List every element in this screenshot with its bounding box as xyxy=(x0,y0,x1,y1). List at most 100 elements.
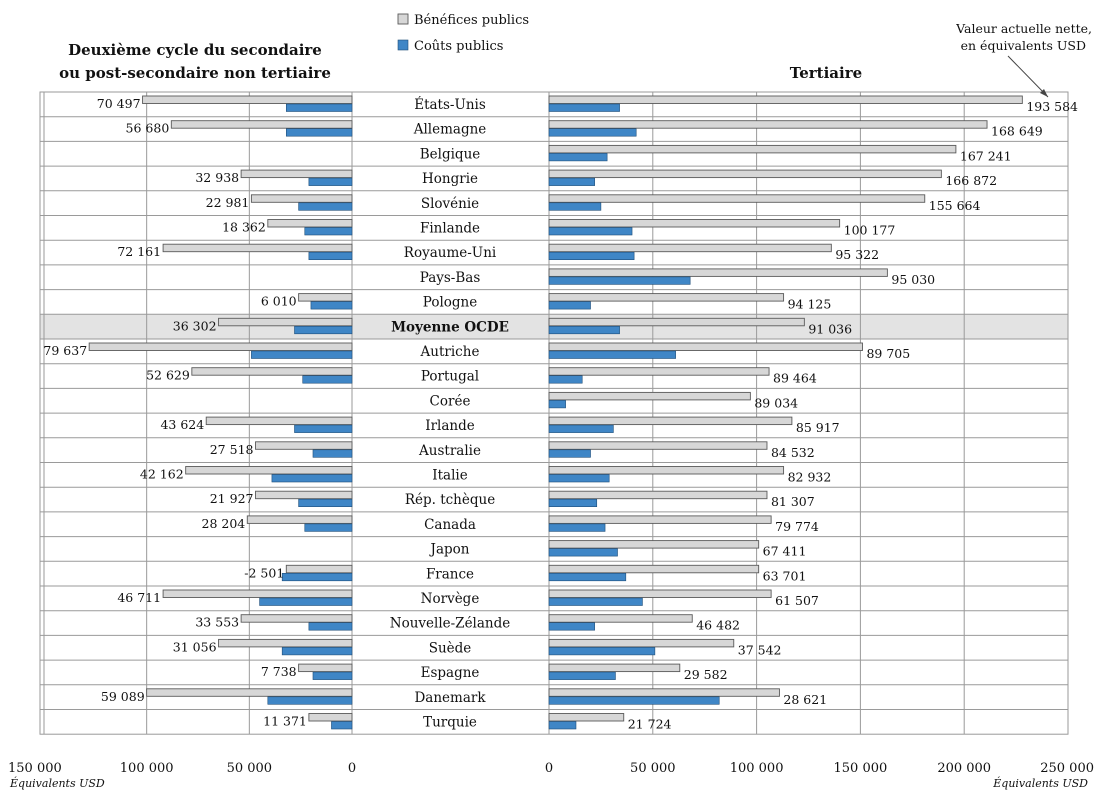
category-label: Espagne xyxy=(421,665,480,681)
right-benefit-bar xyxy=(548,120,988,129)
right-benefit-bar xyxy=(548,293,785,302)
legend-swatch-benefits xyxy=(397,13,409,25)
left-benefit-bar xyxy=(298,293,353,302)
left-cost-bar xyxy=(310,301,353,310)
left-benefit-bar xyxy=(240,614,353,623)
left-net-value-label: 72 161 xyxy=(117,244,161,259)
right-net-value-label: 29 582 xyxy=(684,667,728,682)
category-label: Belgique xyxy=(420,146,481,162)
right-benefit-bar xyxy=(548,219,841,228)
left-cost-bar xyxy=(251,350,353,359)
left-benefit-bar xyxy=(218,317,353,327)
category-label: Japon xyxy=(429,542,470,558)
right-net-value-label: 84 532 xyxy=(771,445,815,460)
right-cost-bar xyxy=(548,301,591,310)
right-net-value-label: 21 724 xyxy=(628,717,672,732)
labels: États-Unis 70 497 193 584 Allemagne 56 680 16… xyxy=(8,96,1094,776)
right-cost-bar xyxy=(548,647,656,656)
category-label: Allemagne xyxy=(413,122,487,138)
left-cost-bar xyxy=(298,498,353,508)
right-benefit-bar xyxy=(548,342,863,351)
left-cost-bar xyxy=(308,622,353,631)
category-label: Suède xyxy=(429,640,472,656)
category-label: Irlande xyxy=(425,418,474,434)
category-label: Italie xyxy=(432,468,467,484)
left-tick-label: 0 xyxy=(348,761,356,776)
left-benefit-bar xyxy=(170,120,353,129)
right-net-value-label: 28 621 xyxy=(783,692,827,707)
right-tick-label: 50 000 xyxy=(630,761,676,776)
left-net-value-label: 46 711 xyxy=(117,590,161,605)
left-net-value-label: 7 738 xyxy=(261,664,297,679)
right-benefit-bar xyxy=(548,243,832,253)
right-benefit-bar xyxy=(548,490,768,500)
left-net-value-label: 43 624 xyxy=(160,417,204,432)
right-benefit-bar xyxy=(548,194,926,203)
right-benefit-bar xyxy=(548,515,772,524)
right-net-value-label: 89 034 xyxy=(754,395,798,410)
right-net-value-label: 85 917 xyxy=(796,420,840,435)
left-cost-bar xyxy=(304,523,353,532)
right-cost-bar xyxy=(548,202,602,211)
right-benefit-bar xyxy=(548,589,772,598)
left-cost-bar xyxy=(271,474,353,483)
left-cost-bar xyxy=(285,103,353,112)
left-benefit-bar xyxy=(205,416,353,426)
category-label: Autriche xyxy=(420,344,480,360)
right-benefit-bar xyxy=(548,713,625,722)
left-cost-bar xyxy=(285,128,353,137)
right-cost-bar xyxy=(548,251,635,260)
left-benefit-bar xyxy=(191,367,353,376)
right-tick-label: 100 000 xyxy=(730,761,784,776)
left-net-value-label: 36 302 xyxy=(173,318,217,333)
left-cost-bar xyxy=(302,375,353,384)
left-benefit-bar xyxy=(285,564,353,574)
right-net-value-label: 167 241 xyxy=(960,148,1012,163)
category-label: Norvège xyxy=(421,591,480,607)
right-net-value-label: 61 507 xyxy=(775,593,819,608)
right-panel-title: Tertiaire xyxy=(790,64,862,82)
right-tick-label: 250 000 xyxy=(1040,761,1094,776)
right-benefit-bar xyxy=(548,564,760,574)
left-benefit-bar xyxy=(308,713,353,722)
category-label: Royaume-Uni xyxy=(404,245,497,261)
right-benefit-bar xyxy=(548,688,780,697)
left-benefit-bar xyxy=(162,589,353,598)
category-label: Portugal xyxy=(421,369,479,385)
annotation-line1: Valeur actuelle nette, xyxy=(955,21,1092,36)
category-label: Australie xyxy=(418,443,481,459)
annotation-pointer xyxy=(1007,55,1049,98)
left-cost-bar xyxy=(312,671,353,680)
right-benefit-bar xyxy=(548,317,805,327)
left-net-value-label: 42 162 xyxy=(140,467,184,482)
right-net-value-label: 37 542 xyxy=(738,642,782,657)
right-tick-label: 0 xyxy=(545,761,553,776)
right-net-value-label: 89 464 xyxy=(773,371,817,386)
left-cost-bar xyxy=(267,696,353,705)
left-net-value-label: 21 927 xyxy=(210,491,254,506)
category-label: Pologne xyxy=(423,295,477,311)
left-cost-bar xyxy=(304,227,353,236)
legend-swatch-costs xyxy=(397,39,409,51)
right-benefit-bar xyxy=(548,95,1023,104)
left-benefit-bar xyxy=(146,688,353,697)
left-benefit-bar xyxy=(142,95,353,104)
right-benefit-bar xyxy=(548,268,888,277)
annotation-line2: en équivalents USD xyxy=(961,38,1086,53)
right-cost-bar xyxy=(548,572,627,582)
right-net-value-label: 89 705 xyxy=(866,346,910,361)
left-benefit-bar xyxy=(240,169,353,179)
right-axis-unit: Équivalents USD xyxy=(992,776,1088,790)
right-net-value-label: 95 322 xyxy=(835,247,879,262)
category-label: Nouvelle-Zélande xyxy=(390,616,511,632)
category-label: Moyenne OCDE xyxy=(391,319,509,335)
right-cost-bar xyxy=(548,153,608,162)
left-axis-unit: Équivalents USD xyxy=(9,776,105,790)
left-net-value-label: 79 637 xyxy=(43,343,87,358)
right-benefit-bar xyxy=(548,663,681,673)
left-net-value-label: 22 981 xyxy=(206,195,250,210)
annotation-arrowhead xyxy=(1040,89,1048,97)
left-tick-label: 150 000 xyxy=(8,761,62,776)
left-tick-label: 100 000 xyxy=(120,761,174,776)
